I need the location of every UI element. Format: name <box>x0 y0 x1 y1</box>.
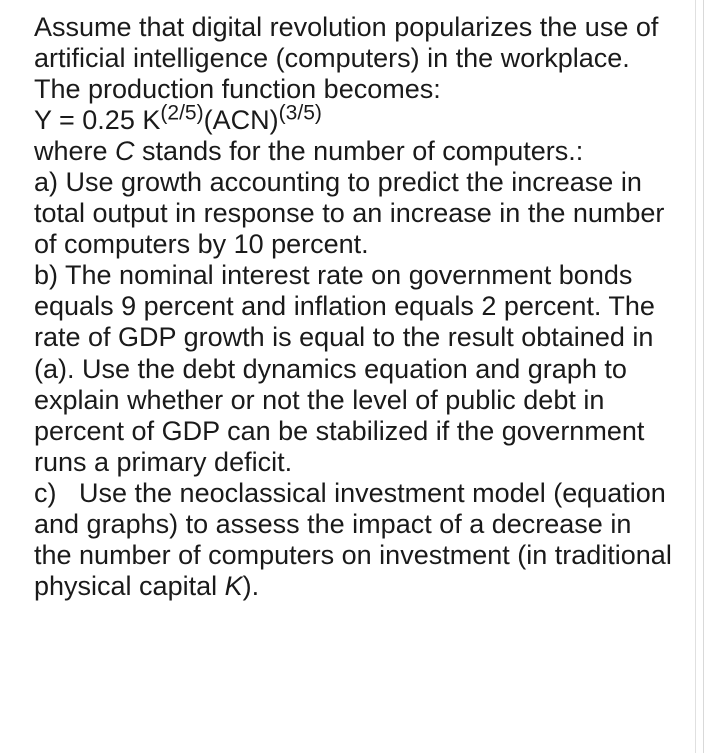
part-c-text-a: c) Use the neoclassical investment model… <box>34 478 672 601</box>
eq-exp2: (3/5) <box>279 102 322 125</box>
eq-lhs: Y = 0.25 K <box>34 105 160 135</box>
var-k: K <box>225 571 243 601</box>
var-c: C <box>115 136 135 166</box>
where-text-a: where <box>34 136 115 166</box>
part-b: b) The nominal interest rate on governme… <box>34 260 655 476</box>
production-function-equation: Y = 0.25 K(2/5)(ACN)(3/5) <box>34 105 322 135</box>
intro-paragraph: Assume that digital revolution populariz… <box>34 12 658 104</box>
eq-exp1: (2/5) <box>160 102 203 125</box>
eq-mid: (ACN) <box>204 105 279 135</box>
where-text-b: stands for the number of computers.: <box>135 136 584 166</box>
part-c: c) Use the neoclassical investment model… <box>34 478 672 601</box>
part-c-text-b: ). <box>243 571 260 601</box>
where-clause: where C stands for the number of compute… <box>34 136 583 166</box>
page-container: Assume that digital revolution populariz… <box>0 0 720 753</box>
scrollbar-track[interactable] <box>703 0 720 753</box>
part-a: a) Use growth accounting to predict the … <box>34 167 664 259</box>
question-text-block: Assume that digital revolution populariz… <box>34 12 674 602</box>
